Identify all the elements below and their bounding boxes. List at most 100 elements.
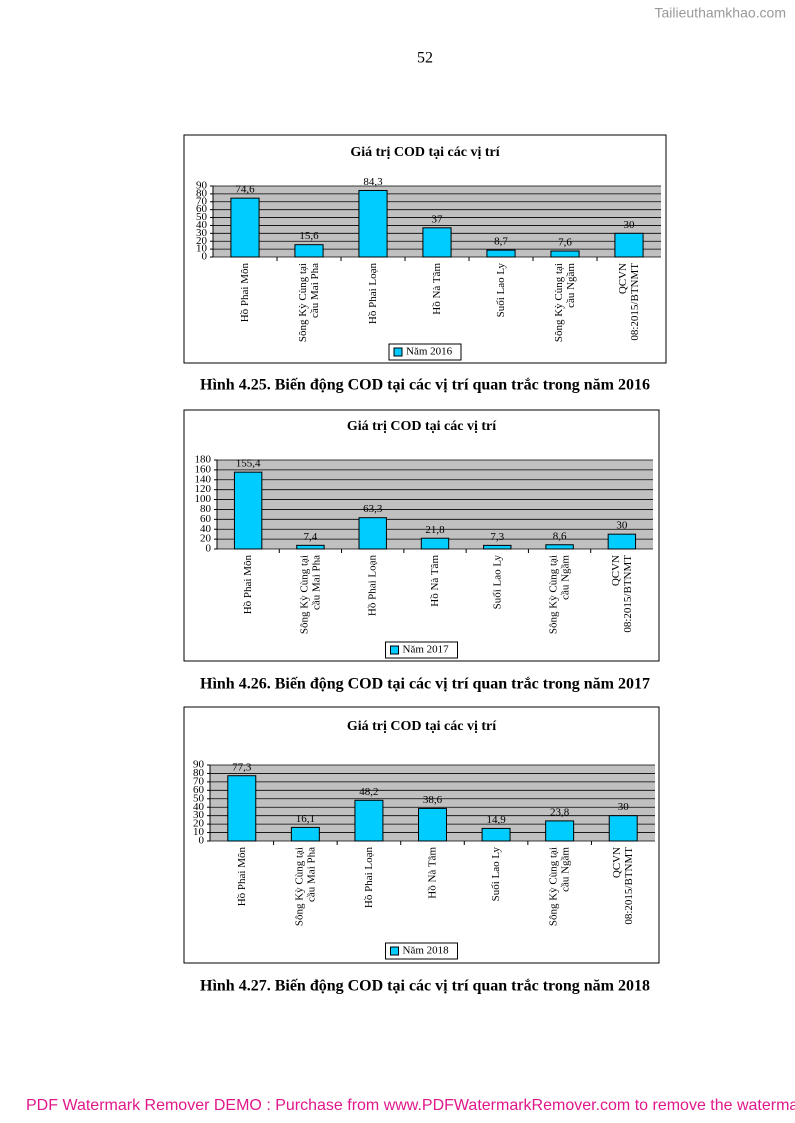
y-tick-label: 20	[196, 235, 208, 247]
data-label: 8,6	[553, 530, 567, 542]
bar	[608, 815, 638, 842]
data-label: 77,3	[232, 761, 252, 773]
y-tick-label: 100	[195, 493, 212, 505]
data-label: 7,4	[304, 531, 318, 543]
x-tick-label: Suối Lao Ly	[495, 263, 507, 318]
footer-watermark: PDF Watermark Remover DEMO : Purchase fr…	[26, 1097, 795, 1114]
bar	[358, 517, 387, 550]
y-tick-label: 30	[193, 809, 205, 821]
legend-swatch	[390, 645, 399, 655]
data-label: 48,2	[359, 786, 378, 798]
bar	[545, 544, 574, 550]
y-tick-label: 0	[202, 251, 208, 263]
bar	[354, 799, 384, 842]
y-tick-label: 70	[196, 195, 208, 207]
y-tick-label: 40	[193, 801, 205, 813]
data-label: 15,6	[299, 230, 319, 242]
bar	[422, 227, 452, 258]
data-label: 74,6	[235, 184, 255, 196]
page-number: 52	[417, 50, 433, 67]
legend-frame	[388, 343, 462, 361]
bar	[418, 807, 447, 842]
data-label: 7,6	[558, 237, 572, 249]
data-label: 21,8	[425, 524, 445, 536]
y-tick-label: 60	[200, 513, 212, 525]
y-tick-label: 140	[195, 473, 212, 485]
legend-swatch	[390, 946, 399, 956]
y-tick-label: 60	[193, 784, 205, 796]
x-tick-label: Hồ Phai Loạn	[362, 847, 374, 909]
data-label: 63,3	[363, 503, 383, 515]
chart: Giá trị COD tại các vị trí01020304050607…	[183, 706, 660, 964]
bar	[607, 533, 637, 550]
data-label: 38,6	[423, 794, 443, 806]
y-tick-label: 40	[196, 219, 208, 231]
legend-frame	[385, 641, 458, 659]
data-label: 23,8	[550, 806, 570, 818]
y-tick-label: 0	[206, 543, 212, 555]
y-tick-label: 80	[196, 187, 208, 199]
y-tick-label: 50	[193, 792, 205, 804]
data-label: 84,3	[363, 176, 383, 188]
x-tick-label: Hồ Nà Tâm	[426, 847, 438, 899]
x-tick-label: Hồ Phai Môn	[239, 263, 251, 323]
data-label: 8,7	[494, 236, 508, 248]
y-tick-label: 160	[195, 463, 212, 475]
data-label: 7,3	[490, 531, 504, 543]
x-tick-label: Sông Kỳ Cùng tạicầu Mai Pha	[293, 847, 317, 926]
bar	[227, 775, 257, 842]
y-tick-label: 80	[200, 503, 212, 515]
x-tick-label: Hồ Phai Môn	[235, 847, 247, 907]
bar	[614, 232, 644, 258]
data-label: 155,4	[236, 458, 261, 470]
bar	[290, 826, 320, 842]
bar	[233, 471, 263, 550]
data-label: 16,1	[296, 813, 315, 825]
x-tick-label: Hồ Phai Môn	[242, 555, 254, 615]
chart-title: Giá trị COD tại các vị trí	[350, 145, 500, 160]
x-tick-label: QCVN08:2015/BTNMT	[617, 263, 641, 341]
plot-area	[217, 460, 653, 549]
bar	[486, 249, 516, 258]
y-tick-label: 90	[193, 759, 205, 771]
y-tick-label: 40	[200, 523, 212, 535]
bar	[545, 820, 575, 842]
bar	[230, 197, 260, 258]
x-tick-label: QCVN08:2015/BTNMT	[609, 555, 633, 633]
x-tick-label: Hồ Nà Tâm	[429, 555, 441, 607]
y-tick-label: 120	[195, 483, 212, 495]
bar	[358, 189, 388, 258]
y-tick-label: 0	[199, 835, 205, 847]
y-tick-label: 50	[196, 211, 208, 223]
x-tick-label: Hồ Phai Loạn	[366, 555, 378, 617]
x-tick-label: Sông Kỳ Cùng tạicầu Mai Pha	[297, 263, 321, 342]
chart: Giá trị COD tại các vị trí 02040608010012…	[183, 409, 660, 662]
legend-frame	[385, 942, 458, 960]
chart-title: Giá trị COD tại các vị trí	[347, 419, 497, 434]
x-tick-label: Suối Lao Ly	[490, 847, 502, 902]
x-tick-label: Sông Kỳ Cùng tạicầu Ngầm	[547, 847, 571, 927]
chart-title: Giá trị COD tại các vị trí	[347, 719, 497, 734]
bar	[483, 544, 512, 550]
y-tick-label: 20	[193, 818, 205, 830]
x-tick-label: Hồ Phai Loạn	[367, 263, 379, 325]
caption: Hình 4.26. Biến động COD tại các vị trí …	[200, 676, 650, 693]
x-tick-label: Suối Lao Ly	[491, 555, 503, 610]
y-tick-label: 180	[195, 454, 212, 466]
data-label: 37	[432, 213, 444, 225]
y-tick-label: 30	[196, 227, 208, 239]
bar	[294, 244, 324, 258]
y-tick-label: 10	[193, 826, 205, 838]
x-tick-label: Hồ Nà Tâm	[431, 263, 443, 315]
bar	[296, 544, 325, 550]
legend-label: Năm 2018	[403, 945, 450, 957]
bar	[420, 537, 450, 550]
x-tick-label: Sông Kỳ Cùng tạicầu Mai Pha	[298, 555, 322, 634]
legend-swatch	[393, 347, 403, 357]
legend-label: Năm 2016	[406, 346, 453, 358]
x-tick-label: QCVN08:2015/BTNMT	[611, 847, 635, 925]
y-tick-label: 20	[200, 533, 212, 545]
bar	[550, 250, 580, 258]
data-label: 30	[618, 801, 630, 813]
